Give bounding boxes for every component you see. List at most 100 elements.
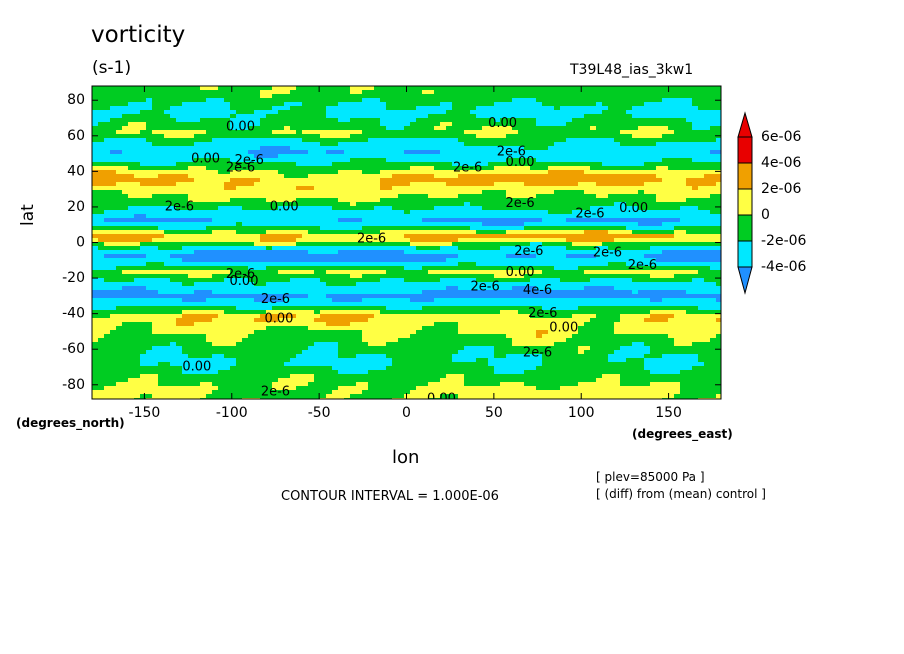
- field-cell: [506, 218, 513, 223]
- field-cell: [512, 182, 519, 187]
- field-cell: [158, 222, 165, 227]
- field-cell: [296, 254, 303, 259]
- field-cell: [368, 246, 375, 251]
- field-cell: [692, 230, 699, 235]
- field-cell: [344, 246, 351, 251]
- field-cell: [110, 142, 117, 147]
- field-cell: [638, 210, 645, 215]
- field-cell: [668, 222, 675, 227]
- field-cell: [626, 230, 633, 235]
- field-cell: [362, 142, 369, 147]
- field-cell: [386, 274, 393, 279]
- field-cell: [368, 158, 375, 163]
- field-cell: [242, 254, 249, 259]
- field-cell: [272, 194, 279, 199]
- field-cell: [404, 270, 411, 275]
- field-cell: [242, 194, 249, 199]
- field-cell: [632, 154, 639, 159]
- field-cell: [290, 234, 297, 239]
- field-cell: [302, 122, 309, 127]
- field-cell: [128, 258, 135, 263]
- field-cell: [188, 86, 195, 91]
- field-cell: [308, 270, 315, 275]
- field-cell: [380, 90, 387, 95]
- field-cell: [674, 262, 681, 267]
- field-cell: [230, 258, 237, 263]
- field-cell: [530, 86, 537, 91]
- field-cell: [422, 222, 429, 227]
- field-cell: [710, 210, 717, 215]
- field-cell: [608, 270, 615, 275]
- field-cell: [200, 242, 207, 247]
- field-cell: [320, 214, 327, 219]
- field-cell: [620, 118, 627, 123]
- field-cell: [230, 254, 237, 259]
- field-cell: [392, 194, 399, 199]
- field-cell: [170, 254, 177, 259]
- field-cell: [140, 94, 147, 99]
- field-cell: [356, 234, 363, 239]
- field-cell: [368, 274, 375, 279]
- field-cell: [494, 178, 501, 183]
- field-cell: [296, 274, 303, 279]
- field-cell: [560, 258, 567, 263]
- field-cell: [326, 94, 333, 99]
- field-cell: [620, 250, 627, 255]
- field-cell: [668, 102, 675, 107]
- field-cell: [326, 274, 333, 279]
- field-cell: [404, 142, 411, 147]
- field-cell: [494, 118, 501, 123]
- field-cell: [230, 122, 237, 127]
- field-cell: [398, 230, 405, 235]
- field-cell: [476, 206, 483, 211]
- field-cell: [596, 234, 603, 239]
- field-cell: [344, 122, 351, 127]
- field-cell: [296, 242, 303, 247]
- field-cell: [302, 182, 309, 187]
- field-cell: [518, 230, 525, 235]
- field-cell: [140, 246, 147, 251]
- field-cell: [308, 250, 315, 255]
- field-cell: [134, 158, 141, 163]
- field-cell: [710, 186, 717, 191]
- field-cell: [392, 146, 399, 151]
- field-cell: [506, 210, 513, 215]
- field-cell: [632, 194, 639, 199]
- field-cell: [494, 122, 501, 127]
- field-cell: [422, 266, 429, 271]
- field-cell: [566, 190, 573, 195]
- field-cell: [500, 94, 507, 99]
- field-cell: [626, 158, 633, 163]
- field-cell: [182, 90, 189, 95]
- field-cell: [482, 126, 489, 131]
- field-cell: [374, 242, 381, 247]
- field-cell: [200, 270, 207, 275]
- field-cell: [314, 98, 321, 103]
- field-cell: [494, 174, 501, 179]
- field-cell: [542, 226, 549, 231]
- field-cell: [344, 238, 351, 243]
- field-cell: [584, 222, 591, 227]
- field-cell: [158, 146, 165, 151]
- field-cell: [356, 174, 363, 179]
- field-cell: [578, 102, 585, 107]
- field-cell: [386, 230, 393, 235]
- field-cell: [488, 226, 495, 231]
- field-cell: [116, 154, 123, 159]
- field-cell: [524, 122, 531, 127]
- field-cell: [506, 238, 513, 243]
- field-cell: [692, 258, 699, 263]
- field-cell: [416, 194, 423, 199]
- field-cell: [344, 98, 351, 103]
- field-cell: [224, 230, 231, 235]
- field-cell: [470, 142, 477, 147]
- field-cell: [368, 98, 375, 103]
- field-cell: [116, 266, 123, 271]
- field-cell: [602, 90, 609, 95]
- field-cell: [554, 170, 561, 175]
- field-cell: [320, 270, 327, 275]
- field-cell: [398, 238, 405, 243]
- field-cell: [344, 130, 351, 135]
- field-cell: [554, 134, 561, 139]
- field-cell: [374, 194, 381, 199]
